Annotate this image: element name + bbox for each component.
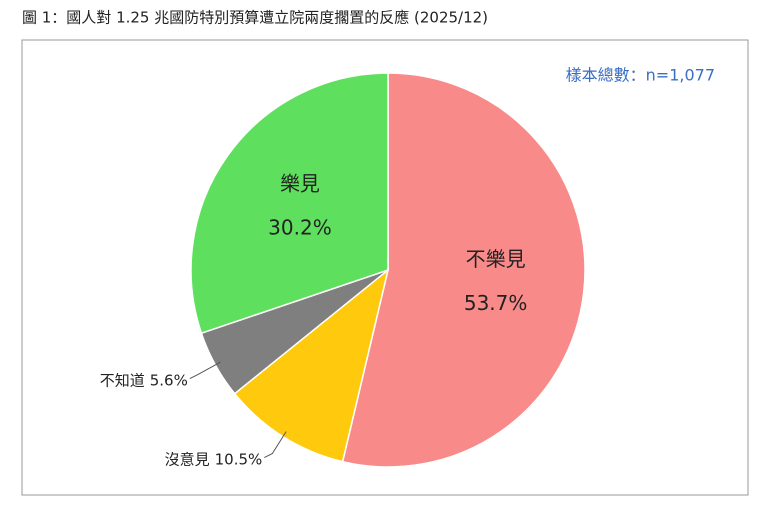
slice-label: 沒意見 10.5% <box>165 450 263 468</box>
leader-line <box>264 431 287 459</box>
chart-title: 圖 1：國人對 1.25 兆國防特別預算遭立院兩度擱置的反應 (2025/12) <box>22 9 488 27</box>
frame <box>21 39 749 496</box>
slice-value: 53.7% <box>464 291 528 315</box>
leader-line <box>189 361 221 379</box>
slice-label: 不知道 5.6% <box>100 371 188 389</box>
slice-value: 10.5% <box>215 450 263 468</box>
pie-slice <box>190 72 389 335</box>
slice-category: 不知道 <box>100 371 145 389</box>
slice-category: 樂見 <box>280 171 320 195</box>
pie-slice <box>341 72 586 468</box>
slice-value: 30.2% <box>268 215 332 239</box>
sample-size: 樣本總數：n=1,077 <box>566 66 715 85</box>
slice-category: 不樂見 <box>466 247 526 271</box>
slice-value: 5.6% <box>150 371 188 389</box>
slice-category: 沒意見 <box>165 450 210 468</box>
